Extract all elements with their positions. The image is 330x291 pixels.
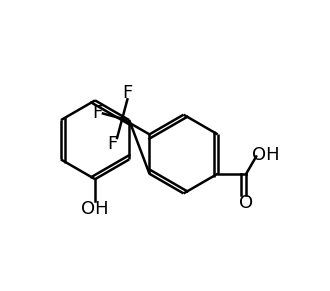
Text: F: F bbox=[108, 135, 118, 153]
Text: O: O bbox=[239, 194, 253, 212]
Text: OH: OH bbox=[81, 200, 109, 218]
Text: F: F bbox=[122, 84, 133, 102]
Text: OH: OH bbox=[252, 146, 280, 164]
Text: F: F bbox=[92, 104, 102, 123]
